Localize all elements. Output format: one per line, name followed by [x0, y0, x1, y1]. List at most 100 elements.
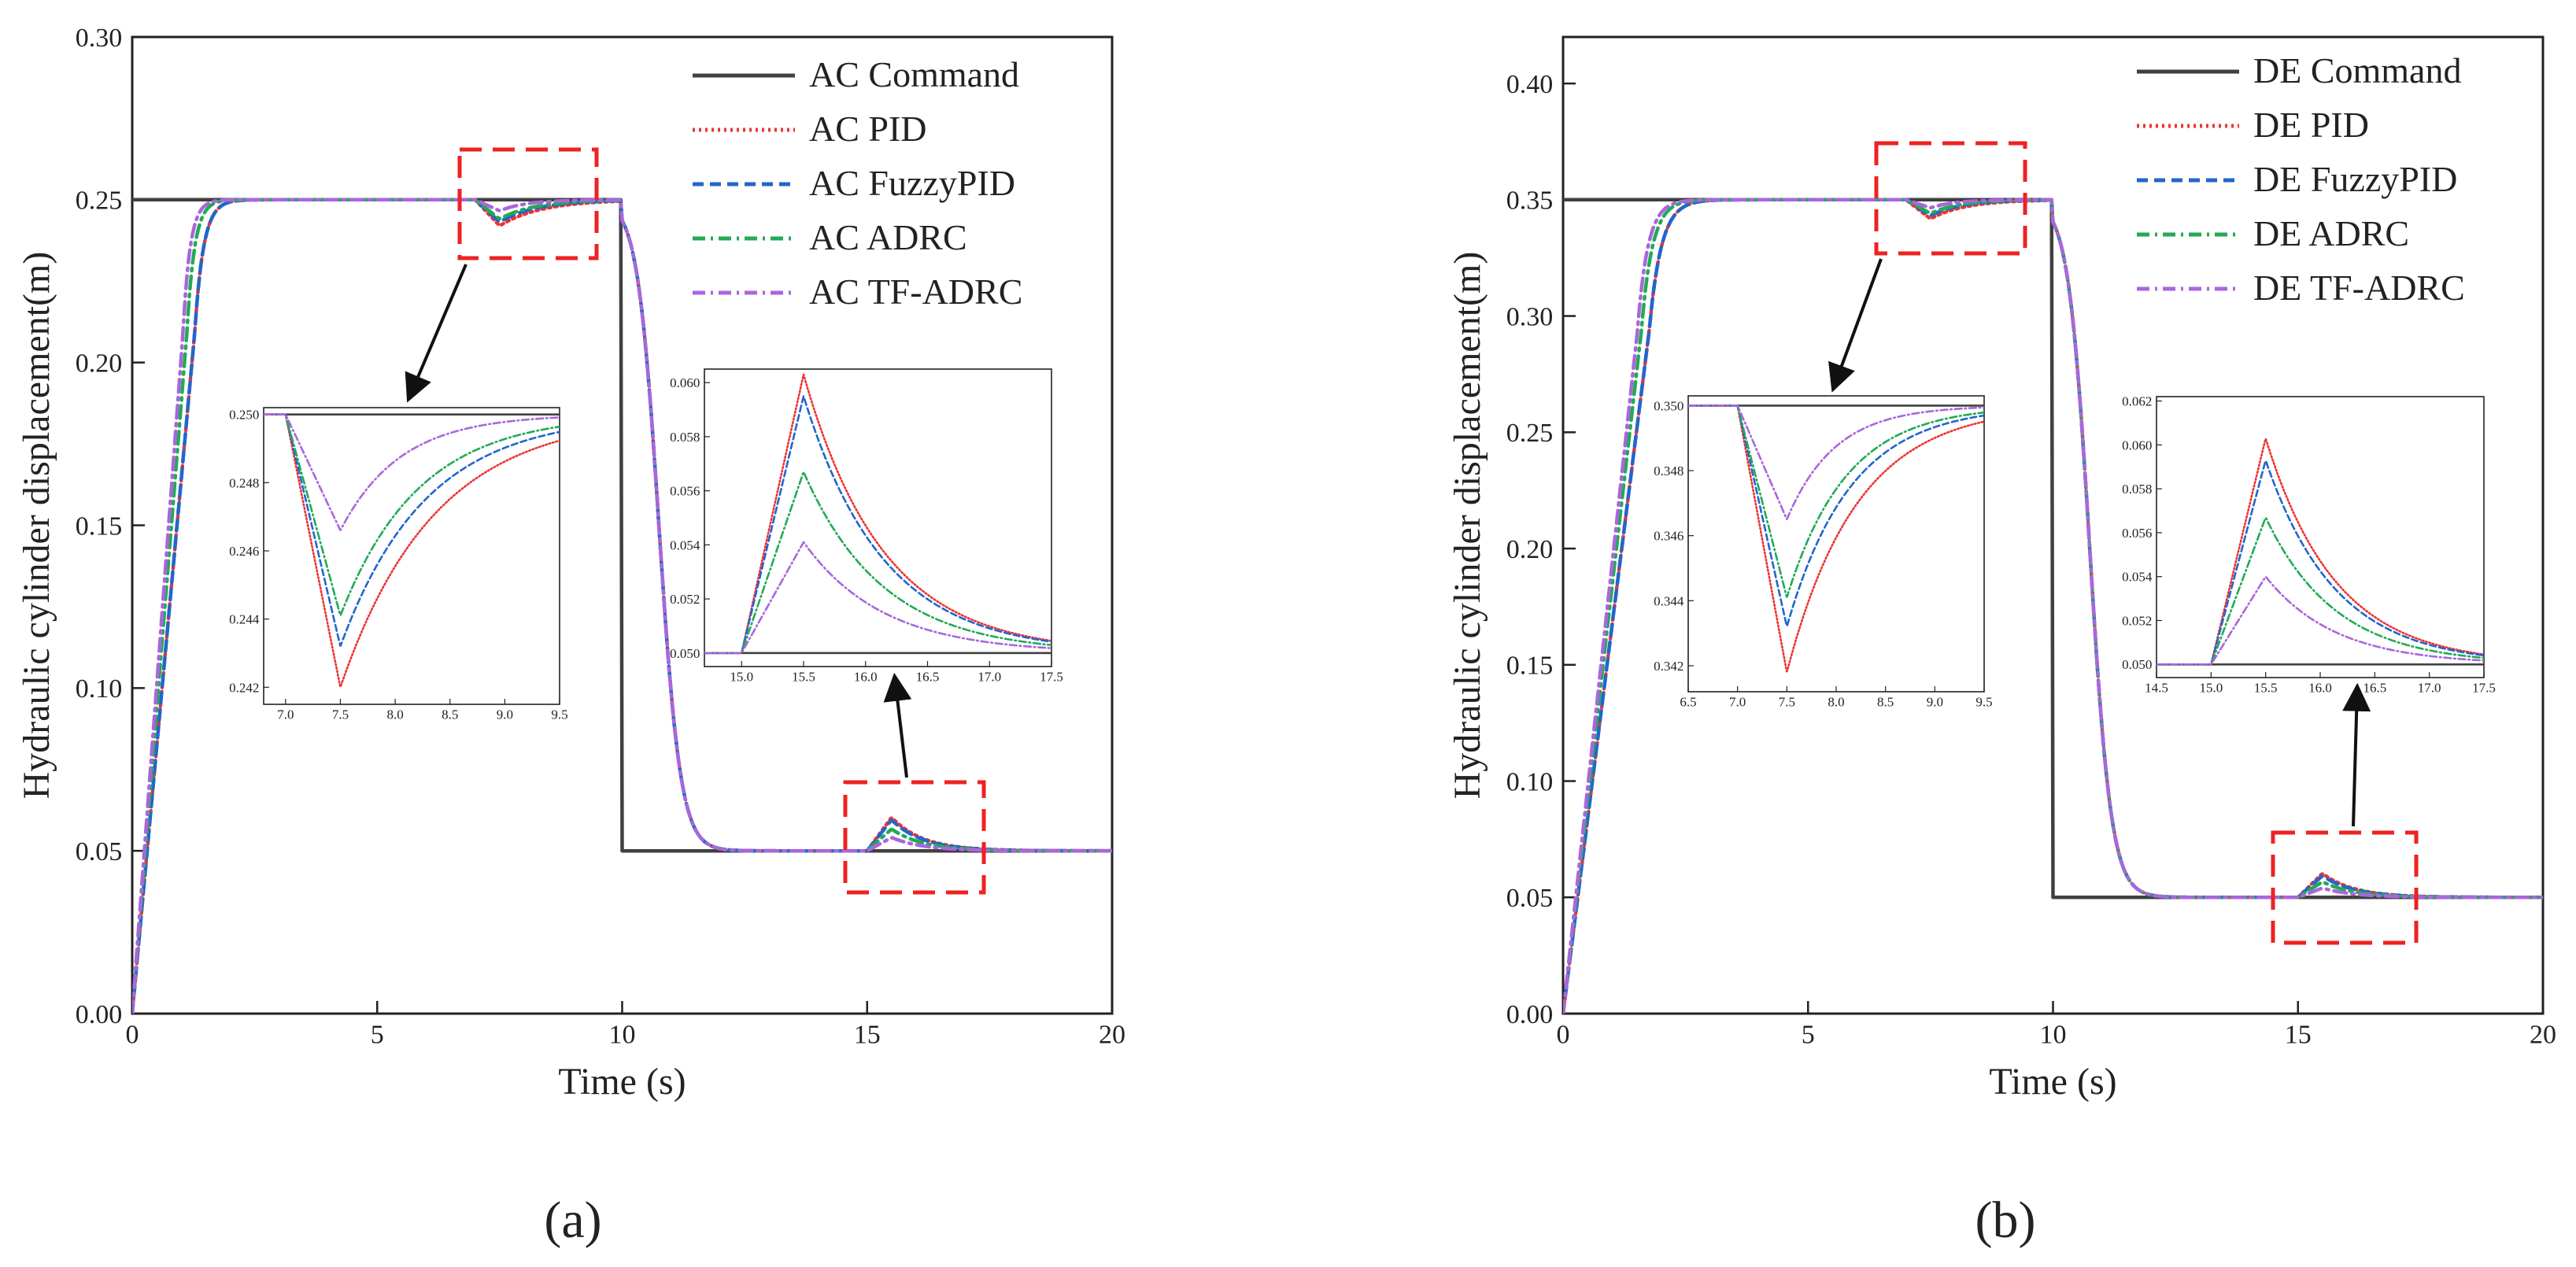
a-inset-1-plot-frame: [263, 407, 560, 705]
chart-panel-b: 0 5 10 15 20 0.00 0.05 0.10 0.15 0.20 0.25 0.30 0.35…: [1447, 35, 2556, 1103]
b-inset-1-y-tick-label: 0.348: [1654, 464, 1683, 478]
a-main-x-tick-label: 20: [1099, 1020, 1125, 1049]
b-inset-2-y-tick-label: 0.062: [2122, 394, 2152, 409]
a-legend-entry: AC Command: [809, 54, 1019, 94]
a-main-y-tick-label: 0.30: [76, 24, 123, 53]
b-main-x-tick-label: 15: [2285, 1020, 2312, 1049]
a-inset-2-x-tick-label: 16.0: [854, 670, 878, 685]
b-inset-2-x-tick-label: 17.0: [2418, 681, 2441, 696]
a-inset-1-y-tick-label: 0.244: [229, 612, 260, 627]
b-inset-1-y-tick-label: 0.342: [1654, 659, 1683, 674]
b-main-y-tick-label: 0.00: [1506, 1000, 1554, 1029]
a-main-series-group: [132, 198, 1112, 1014]
b-inset-1-y-tick-label: 0.350: [1654, 398, 1683, 413]
b-inset-1-y-tick-label: 0.344: [1654, 593, 1684, 608]
a-inset-1-x-tick-label: 9.5: [551, 707, 567, 722]
a-zoom-arrow-1: [405, 264, 468, 403]
a-inset-2-plot-frame: [704, 368, 1052, 667]
b-main-y-tick-label: 0.30: [1506, 302, 1554, 331]
a-inset-2-series-ac-fuzzypid: [704, 395, 1051, 655]
b-inset-2-x-tick-label: 16.0: [2308, 681, 2332, 696]
a-main-y-tick-label: 0.20: [76, 349, 123, 379]
b-main-y-tick-label: 0.20: [1506, 535, 1554, 564]
a-inset-2-x-tick-label: 15.5: [792, 670, 815, 685]
a-main-x-tick-label: 10: [609, 1020, 636, 1049]
a-main-y-tick-label: 0.25: [76, 187, 123, 216]
b-main-x-tick-label: 10: [2040, 1020, 2067, 1049]
a-inset-1-x-tick-label: 9.0: [497, 707, 513, 722]
a-main-y-tick-label: 0.05: [76, 837, 123, 866]
b-main-y-tick-label: 0.40: [1506, 70, 1554, 99]
a-zoom-arrow-2: [883, 672, 912, 778]
a-inset-2-y-tick-label: 0.058: [670, 430, 700, 445]
a-inset-2-series-group: [704, 373, 1051, 655]
b-inset-2-y-tick-label: 0.060: [2122, 438, 2152, 452]
a-inset-1-y-tick-label: 0.242: [229, 680, 259, 695]
b-inset-1-x-tick-label: 9.0: [1927, 695, 1943, 710]
b-inset-1-x-tick-label: 7.0: [1729, 695, 1746, 710]
b-inset-2-series-group: [2157, 438, 2484, 666]
b-inset-1-x-tick-label: 6.5: [1680, 695, 1696, 710]
b-inset-1-plot-frame: [1687, 395, 1985, 693]
a-inset-1-x-tick-label: 8.0: [386, 707, 403, 722]
a-inset-2-x-tick-label: 17.5: [1040, 670, 1063, 685]
a-inset-1: 7.0 7.5 8.0 8.5 9.0 9.5 0.242 0.244 0.246 0.248 0.…: [229, 407, 568, 722]
a-inset-2-y-tick-label: 0.056: [670, 484, 700, 499]
a-legend: AC Command AC PID AC FuzzyPID AC ADRC AC TF-…: [693, 54, 1022, 312]
a-main-series-ac-tf-adrc: [132, 198, 1112, 1014]
b-zoom-box-1: [1874, 141, 2027, 256]
a-inset-1-series-ac-fuzzypid: [264, 413, 560, 647]
a-main-y-tick-label: 0.00: [76, 1000, 123, 1029]
b-inset-2-x-tick-label: 16.5: [2363, 681, 2386, 696]
b-y-axis-label: Hydraulic cylinder displacement(m): [1447, 252, 1488, 800]
b-inset-2: 14.5 15.0 15.5 16.0 16.5 17.0 17.5 0.050 0.052 0.…: [2122, 394, 2496, 696]
a-inset-1-y-tick-label: 0.248: [229, 475, 259, 490]
a-y-axis-label: Hydraulic cylinder displacement(m): [16, 252, 57, 800]
a-inset-1-x-tick-label: 7.5: [332, 707, 349, 722]
a-inset-1-series-group: [264, 413, 560, 688]
a-zoom-box-2: [843, 780, 986, 895]
a-inset-2: 15.0 15.5 16.0 16.5 17.0 17.5 0.050 0.052 0.054 0…: [670, 368, 1063, 685]
b-main-y-tick-label: 0.35: [1506, 187, 1554, 216]
a-main-x-tick-label: 15: [854, 1020, 881, 1049]
a-inset-1-y-tick-label: 0.250: [229, 408, 259, 423]
a-inset-2-y-tick-label: 0.054: [670, 537, 700, 552]
b-inset-2-plot-frame: [2156, 396, 2485, 678]
a-inset-2-x-tick-label: 15.0: [730, 670, 753, 685]
a-main-x-tick-label: 0: [126, 1020, 139, 1049]
b-main-y-tick-label: 0.05: [1506, 884, 1554, 913]
a-inset-1-y-tick-label: 0.246: [229, 544, 259, 559]
b-main-y-tick-label: 0.15: [1506, 652, 1554, 681]
a-inset-2-series-ac-pid: [704, 373, 1051, 655]
a-inset-1-series-ac-pid: [264, 413, 560, 688]
b-legend-entry: DE Command: [2253, 50, 2461, 90]
b-inset-2-x-tick-label: 14.5: [2145, 681, 2168, 696]
a-main-x-tick-label: 5: [371, 1020, 384, 1049]
a-inset-2-y-tick-label: 0.050: [670, 646, 700, 661]
b-main-series-group: [1563, 198, 2543, 1014]
a-inset-1-x-tick-label: 7.0: [277, 707, 294, 722]
b-inset-2-x-tick-label: 17.5: [2472, 681, 2496, 696]
b-legend: DE Command DE PID DE FuzzyPID DE ADRC DE TF-…: [2137, 50, 2465, 308]
b-inset-2-y-tick-label: 0.050: [2122, 657, 2152, 672]
chart-panel-a: 0 5 10 15 20 0.00 0.05 0.10 0.15 0.20 0.25 0.30 Time…: [16, 24, 1125, 1103]
a-inset-2-x-tick-label: 17.0: [978, 670, 1001, 685]
b-zoom-arrow-2: [2342, 682, 2371, 827]
b-inset-2-y-tick-label: 0.056: [2122, 526, 2152, 541]
a-inset-2-y-tick-label: 0.060: [670, 375, 700, 390]
a-legend-entry: AC FuzzyPID: [809, 163, 1015, 203]
a-inset-1-series-ac-tf-adrc: [264, 413, 560, 531]
b-inset-1-x-tick-label: 7.5: [1779, 695, 1795, 710]
b-inset-2-y-tick-label: 0.052: [2122, 613, 2152, 628]
b-legend-entry: DE PID: [2253, 105, 2369, 145]
b-inset-1-x-tick-label: 8.5: [1877, 695, 1894, 710]
b-inset-2-x-tick-label: 15.5: [2254, 681, 2278, 696]
b-inset-1: 6.5 7.0 7.5 8.0 8.5 9.0 9.5 0.342 0.344 0.346 0.34…: [1654, 395, 1993, 710]
a-inset-1-series-ac-adrc: [264, 413, 560, 616]
a-x-axis-label: Time (s): [558, 1061, 686, 1103]
a-zoom-box-1: [457, 147, 599, 260]
b-main-x-tick-label: 20: [2530, 1020, 2556, 1049]
a-inset-2-series-ac-adrc: [704, 471, 1051, 655]
b-main-x-tick-label: 0: [1557, 1020, 1570, 1049]
